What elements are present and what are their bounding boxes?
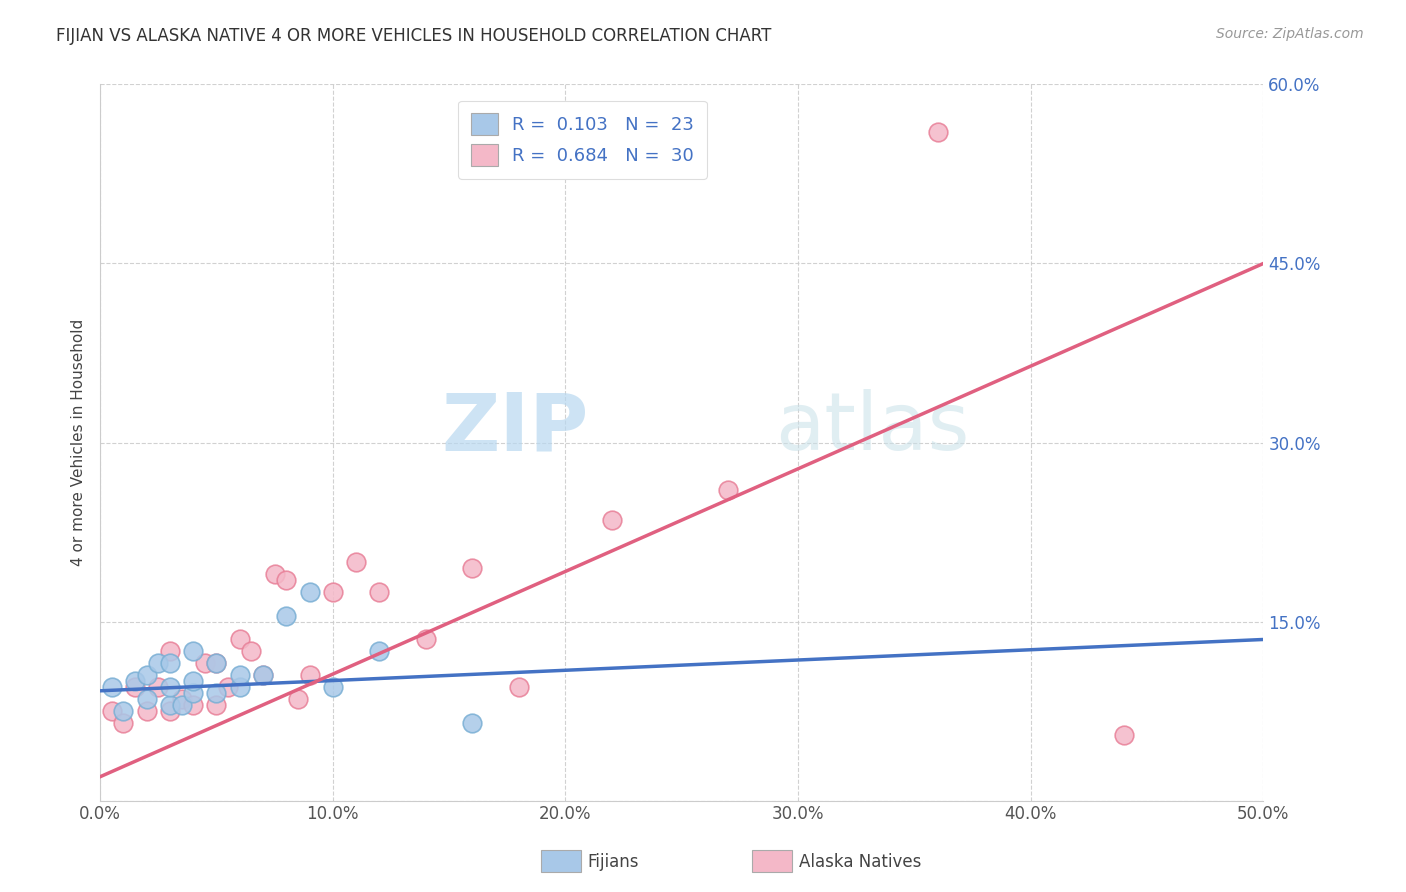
Point — [298, 584, 321, 599]
Point — [461, 561, 484, 575]
Point — [100, 704, 122, 718]
Text: Alaska Natives: Alaska Natives — [799, 853, 921, 871]
Point — [276, 608, 298, 623]
Point — [228, 680, 250, 694]
Point — [205, 657, 228, 671]
Point — [252, 668, 274, 682]
Point — [170, 698, 193, 713]
Point — [112, 704, 135, 718]
Point — [205, 657, 228, 671]
Point — [124, 674, 146, 689]
Point — [263, 566, 285, 581]
Point — [159, 644, 181, 658]
Text: Source: ZipAtlas.com: Source: ZipAtlas.com — [1216, 27, 1364, 41]
Point — [148, 680, 170, 694]
Point — [148, 657, 170, 671]
Point — [461, 716, 484, 731]
Point — [600, 513, 623, 527]
Point — [228, 632, 250, 647]
Point — [159, 704, 181, 718]
Point — [415, 632, 437, 647]
Point — [322, 680, 344, 694]
Point — [181, 698, 204, 713]
Point — [135, 692, 157, 706]
Point — [368, 644, 391, 658]
Point — [322, 584, 344, 599]
Point — [1112, 728, 1135, 742]
Text: atlas: atlas — [775, 389, 969, 467]
Point — [240, 644, 263, 658]
Point — [927, 125, 949, 139]
Point — [112, 716, 135, 731]
Point — [252, 668, 274, 682]
Point — [135, 704, 157, 718]
Point — [181, 644, 204, 658]
Point — [159, 657, 181, 671]
Text: Fijians: Fijians — [588, 853, 640, 871]
Point — [124, 680, 146, 694]
Point — [217, 680, 239, 694]
Point — [135, 668, 157, 682]
Point — [287, 692, 309, 706]
Point — [194, 657, 217, 671]
Text: ZIP: ZIP — [441, 389, 589, 467]
Point — [298, 668, 321, 682]
Point — [344, 555, 367, 569]
Point — [181, 674, 204, 689]
Point — [717, 483, 740, 498]
Point — [228, 668, 250, 682]
Point — [159, 680, 181, 694]
Point — [508, 680, 530, 694]
Point — [100, 680, 122, 694]
Point — [368, 584, 391, 599]
Point — [205, 698, 228, 713]
Point — [159, 698, 181, 713]
Y-axis label: 4 or more Vehicles in Household: 4 or more Vehicles in Household — [72, 319, 86, 566]
Text: FIJIAN VS ALASKA NATIVE 4 OR MORE VEHICLES IN HOUSEHOLD CORRELATION CHART: FIJIAN VS ALASKA NATIVE 4 OR MORE VEHICL… — [56, 27, 772, 45]
Point — [170, 692, 193, 706]
Point — [181, 686, 204, 700]
Point — [276, 573, 298, 587]
Legend: R =  0.103   N =  23, R =  0.684   N =  30: R = 0.103 N = 23, R = 0.684 N = 30 — [458, 101, 707, 179]
Point — [205, 686, 228, 700]
